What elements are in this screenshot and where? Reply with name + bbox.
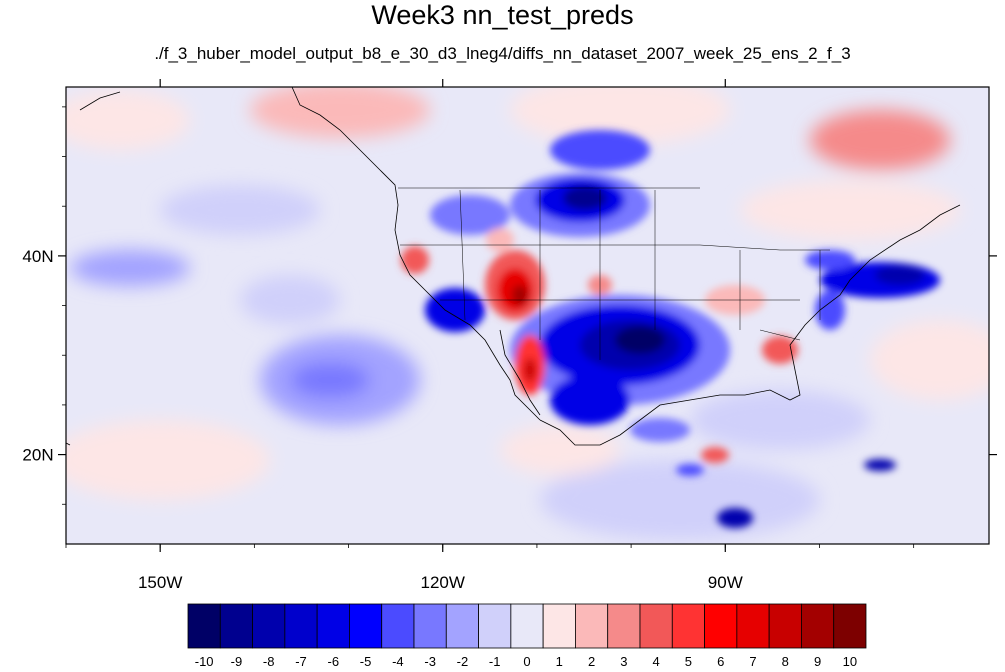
colorbar: -10 -9 -8 -7 -6 -5 -4 -3 -2 -1 0 1 2 3 4 5 6 7 8 9 10	[187, 603, 867, 669]
latitude-axis: 40N 20N	[22, 106, 997, 505]
colorbar-swatch	[316, 603, 350, 649]
colorbar-swatch	[639, 603, 673, 649]
plot-title: Week3 nn_test_preds	[371, 0, 634, 30]
colorbar-swatch	[607, 603, 641, 649]
longitude-axis: 150W 120W 90W	[65, 79, 915, 592]
colorbar-label: 6	[717, 654, 724, 669]
colorbar-label: 5	[685, 654, 692, 669]
colorbar-label: 10	[843, 654, 857, 669]
colorbar-label: 7	[749, 654, 756, 669]
colorbar-swatch	[413, 603, 447, 649]
colorbar-swatch	[704, 603, 738, 649]
colorbar-swatch	[252, 603, 286, 649]
lon-tick-label: 150W	[138, 573, 182, 592]
field-regional-scale	[401, 130, 940, 528]
colorbar-label: -9	[231, 654, 243, 669]
lat-tick-label: 20N	[22, 446, 53, 465]
colorbar-swatch	[801, 603, 835, 649]
colorbar-label: -8	[263, 654, 275, 669]
colorbar-swatch	[671, 603, 705, 649]
colorbar-label: -5	[360, 654, 372, 669]
lon-tick-label: 90W	[708, 573, 743, 592]
colorbar-swatch	[187, 603, 221, 649]
colorbar-swatch	[381, 603, 415, 649]
colorbar-swatch	[445, 603, 479, 649]
plot-subtitle: ./f_3_huber_model_output_b8_e_30_d3_lneg…	[154, 44, 851, 63]
colorbar-label: 3	[620, 654, 627, 669]
colorbar-swatch	[736, 603, 770, 649]
colorbar-label: -3	[424, 654, 436, 669]
colorbar-label: -2	[457, 654, 469, 669]
lon-tick-label: 120W	[421, 573, 465, 592]
colorbar-label: 1	[556, 654, 563, 669]
plot-frame	[65, 86, 990, 545]
colorbar-swatch	[833, 603, 867, 649]
colorbar-label: -6	[328, 654, 340, 669]
field-broad-scale	[66, 87, 989, 540]
coastlines	[66, 87, 961, 446]
colorbar-label: -10	[195, 654, 214, 669]
state-borders	[398, 187, 830, 360]
colorbar-label: 2	[588, 654, 595, 669]
colorbar-label: -1	[489, 654, 501, 669]
colorbar-swatch	[478, 603, 512, 649]
colorbar-swatch	[575, 603, 609, 649]
map-field	[66, 87, 989, 544]
colorbar-label: -4	[392, 654, 404, 669]
lat-tick-label: 40N	[22, 247, 53, 266]
colorbar-swatch	[542, 603, 576, 649]
colorbar-swatch	[510, 603, 544, 649]
colorbar-label: 9	[814, 654, 821, 669]
colorbar-swatch	[284, 603, 318, 649]
colorbar-label: 4	[653, 654, 660, 669]
colorbar-swatch	[768, 603, 802, 649]
colorbar-swatch	[349, 603, 383, 649]
colorbar-label: -7	[295, 654, 307, 669]
colorbar-label: 0	[523, 654, 530, 669]
colorbar-swatch	[219, 603, 253, 649]
colorbar-label: 8	[782, 654, 789, 669]
